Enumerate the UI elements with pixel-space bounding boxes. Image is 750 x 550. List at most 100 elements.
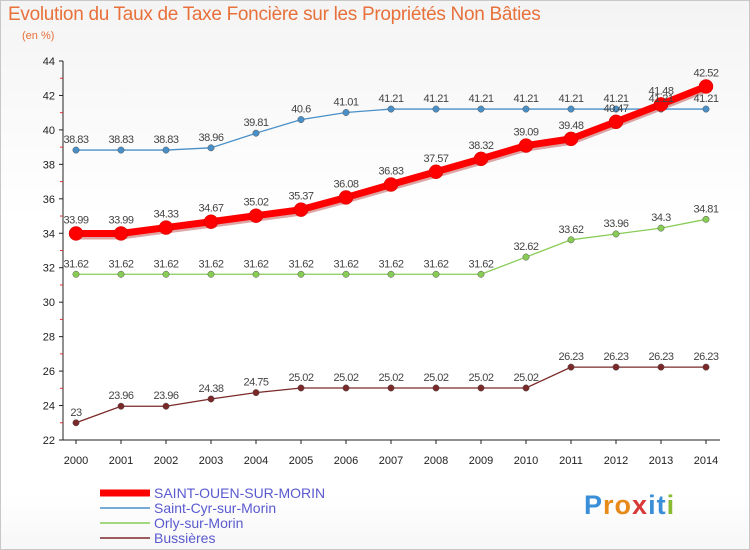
data-label: 42.52 [693, 67, 718, 79]
data-label: 25.02 [378, 372, 403, 384]
data-label: 34.33 [153, 209, 178, 221]
data-point [248, 208, 264, 223]
data-label: 25.02 [513, 372, 538, 384]
x-tick-label: 2011 [559, 455, 583, 467]
chart-subtitle: (en %) [22, 30, 55, 42]
data-label: 25.02 [333, 372, 358, 384]
data-label: 38.32 [468, 140, 493, 152]
data-label: 41.21 [603, 93, 628, 105]
data-label: 36.08 [333, 178, 358, 190]
data-label: 34.81 [693, 203, 718, 215]
legend-label: Saint-Cyr-sur-Morin [154, 500, 276, 516]
data-label: 33.99 [63, 214, 88, 226]
y-tick-label: 22 [43, 435, 55, 447]
logo-letter: i [666, 490, 676, 520]
data-point [162, 402, 170, 410]
data-label: 31.62 [63, 258, 88, 270]
x-tick-label: 2005 [289, 455, 313, 467]
x-tick-label: 2002 [154, 455, 178, 467]
data-label: 31.62 [333, 258, 358, 270]
data-point [342, 109, 350, 116]
data-point [612, 230, 620, 238]
data-point [162, 270, 170, 278]
data-point [207, 270, 215, 278]
proxiti-logo: Proxiti [584, 490, 675, 521]
data-point [338, 190, 354, 205]
series-layer [68, 79, 714, 427]
chart-axes: 22 24 26 28 30 32 34 36 38 40 42 44 2000 2001 2002 2003… [43, 56, 720, 467]
data-label: 26.23 [603, 351, 628, 363]
chart-title: Evolution du Taux de Taxe Foncière sur l… [8, 4, 541, 25]
data-label: 33.62 [558, 224, 583, 236]
data-label: 39.48 [558, 120, 583, 132]
data-point [387, 105, 395, 113]
data-label: 31.62 [108, 258, 133, 270]
y-tick-label: 30 [43, 297, 55, 309]
data-point [342, 270, 350, 278]
data-label: 36.83 [378, 166, 403, 178]
legend-label: Bussières [154, 530, 215, 546]
y-tick-label: 28 [43, 332, 55, 344]
data-label: 23.96 [108, 390, 133, 402]
data-point [522, 105, 530, 113]
data-label: 41.21 [423, 93, 448, 105]
data-point [428, 164, 444, 180]
data-label: 26.23 [558, 351, 583, 363]
series-orly-sur-morin [72, 215, 710, 278]
logo-letter: o [614, 490, 633, 520]
data-label: 41.21 [513, 93, 538, 105]
data-label: 31.62 [153, 258, 178, 270]
data-label: 31.62 [468, 258, 493, 270]
data-point [252, 129, 260, 137]
data-label: 25.02 [468, 372, 493, 384]
data-point [563, 131, 579, 147]
data-point [473, 151, 489, 167]
data-point [252, 389, 260, 397]
data-point [477, 105, 485, 113]
data-point [657, 224, 665, 232]
data-point [297, 116, 305, 124]
data-label: 35.37 [288, 191, 313, 203]
y-tick-label: 26 [43, 366, 55, 378]
x-tick-label: 2004 [244, 455, 268, 467]
data-point [567, 105, 575, 113]
y-tick-label: 24 [43, 401, 55, 413]
data-point [702, 105, 710, 113]
x-tick-label: 2012 [604, 455, 628, 467]
legend-label: Orly-sur-Morin [154, 515, 243, 531]
data-label: 31.62 [288, 258, 313, 270]
data-label: 37.57 [423, 153, 448, 165]
logo-letter: r [603, 490, 615, 520]
data-label: 25.02 [288, 372, 313, 384]
data-point [113, 226, 129, 241]
data-point [698, 79, 714, 94]
data-point [432, 384, 440, 392]
data-point [702, 363, 710, 371]
data-label: 40.47 [603, 103, 628, 115]
data-point [702, 215, 710, 223]
data-label: 25.02 [423, 372, 448, 384]
y-tick-label: 36 [43, 194, 55, 206]
data-label: 41.21 [693, 93, 718, 105]
data-point [342, 384, 350, 392]
data-point [72, 270, 80, 278]
series-saint-cyr-sur-morin [72, 105, 710, 154]
data-label: 31.62 [243, 258, 268, 270]
data-point [297, 270, 305, 278]
data-label: 31.62 [423, 258, 448, 270]
data-point [432, 270, 440, 278]
y-tick-label: 42 [43, 90, 55, 102]
data-point [117, 270, 125, 278]
data-point [387, 270, 395, 278]
data-label: 31.62 [378, 258, 403, 270]
data-point [518, 138, 534, 153]
series-bussi-res [72, 363, 710, 427]
x-tick-label: 2000 [64, 455, 88, 467]
data-point [207, 144, 215, 152]
data-point [252, 270, 260, 278]
logo-letter: P [584, 490, 604, 520]
x-tick-label: 2010 [514, 455, 538, 467]
data-point [567, 236, 575, 244]
